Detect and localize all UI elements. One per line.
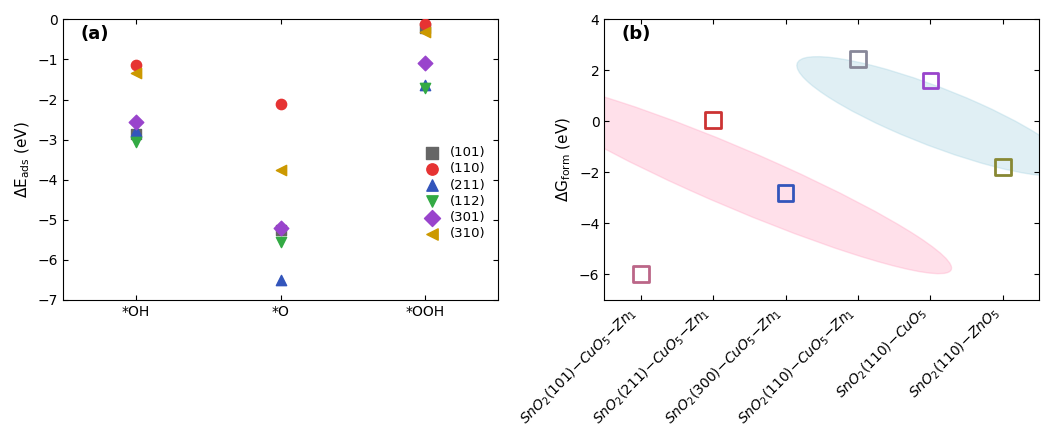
(211) [127, 127, 144, 134]
(301) [417, 60, 434, 67]
Ellipse shape [797, 57, 1053, 176]
(101) [272, 226, 289, 233]
(310) [272, 166, 289, 173]
Point [922, 77, 939, 84]
Point [994, 164, 1011, 171]
(112) [417, 85, 434, 92]
(112) [127, 138, 144, 145]
(112) [272, 238, 289, 245]
Point [704, 117, 721, 124]
Legend: (101), (110), (211), (112), (301), (310): (101), (110), (211), (112), (301), (310) [414, 141, 492, 246]
Text: (b): (b) [621, 25, 651, 43]
(110) [417, 21, 434, 28]
Point [632, 271, 649, 278]
(101) [127, 130, 144, 137]
(110) [127, 62, 144, 69]
(301) [127, 118, 144, 125]
(310) [127, 70, 144, 77]
Text: (a): (a) [81, 25, 110, 43]
Ellipse shape [518, 81, 952, 274]
(301) [272, 224, 289, 231]
(310) [417, 29, 434, 36]
Y-axis label: $\Delta$G$_{\mathregular{form}}$ (eV): $\Delta$G$_{\mathregular{form}}$ (eV) [555, 117, 574, 202]
(211) [417, 82, 434, 89]
(110) [272, 100, 289, 107]
(211) [272, 276, 289, 283]
(101) [417, 25, 434, 32]
Point [777, 189, 794, 196]
Y-axis label: $\Delta$E$_{\mathregular{ads}}$ (eV): $\Delta$E$_{\mathregular{ads}}$ (eV) [14, 121, 33, 198]
Point [850, 55, 867, 62]
